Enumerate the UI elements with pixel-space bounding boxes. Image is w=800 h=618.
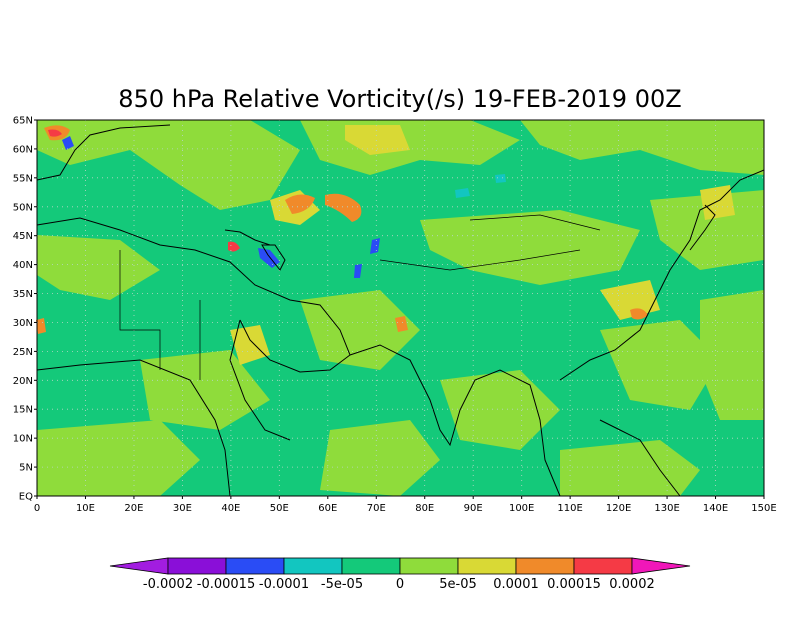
lon-tick-label: 60E <box>318 503 337 514</box>
caspian-sea <box>261 244 286 271</box>
map-frame <box>36 119 765 497</box>
yellow-patch-4 <box>230 325 270 365</box>
lon-tick-label: 150E <box>751 503 776 514</box>
colorbar-label: 0.0001 <box>493 577 539 592</box>
coast-philippines-indonesia <box>599 419 681 497</box>
cyan-blob-1 <box>495 174 506 183</box>
map-panel <box>36 119 765 497</box>
lat-tick-label: 15N <box>13 405 33 416</box>
lat-tick-label: EQ <box>19 492 33 503</box>
coast-africa <box>36 359 231 497</box>
colorbar-label: 0 <box>396 577 404 592</box>
lon-tick-label: 10E <box>76 503 95 514</box>
yellow-patch-3 <box>600 280 660 320</box>
lat-tick-label: 55N <box>13 173 33 184</box>
field-europe <box>37 120 300 210</box>
colorbar-label: -0.0001 <box>259 577 309 592</box>
lat-tick-label: 10N <box>13 434 33 445</box>
blue-streak-kazakh <box>354 264 362 278</box>
colorbar-swatch <box>457 557 517 575</box>
lat-tick-label: 45N <box>13 231 33 242</box>
colorbar-label: 0.00015 <box>547 577 601 592</box>
field-indian-ocean <box>320 420 440 496</box>
latitude-axis: EQ 5N 10N 15N 20N 25N 30N 35N 40N 45N 50N 55N 60N 65N <box>13 116 37 503</box>
orange-blob-china <box>630 308 648 320</box>
lat-tick-label: 60N <box>13 144 33 155</box>
colorbar-swatch <box>399 557 459 575</box>
blue-streak-aral <box>370 238 380 254</box>
colorbar-label: 5e-05 <box>439 577 477 592</box>
colorbar-swatch <box>341 557 401 575</box>
field-equatorial-africa <box>37 420 200 496</box>
coast-japan <box>689 204 716 251</box>
high-vorticity-fields <box>36 125 648 334</box>
lon-tick-label: 90E <box>464 503 483 514</box>
field-indonesia <box>560 440 700 496</box>
lon-tick-label: 100E <box>509 503 534 514</box>
colorbar-swatch <box>283 557 343 575</box>
orange-blob-africa <box>36 318 46 334</box>
country-borders <box>119 214 601 380</box>
orange-blob-pakistan <box>395 316 408 332</box>
coast-red-sea <box>229 319 291 441</box>
lon-tick-label: 30E <box>173 503 192 514</box>
lat-tick-label: 35N <box>13 289 33 300</box>
colorbar-label: -5e-05 <box>321 577 363 592</box>
colorbar-label: -0.00015 <box>197 577 255 592</box>
yellow-patch-1 <box>345 125 410 155</box>
lon-tick-label: 50E <box>270 503 289 514</box>
lon-tick-label: 130E <box>654 503 679 514</box>
map-grid <box>37 120 764 496</box>
coastlines <box>36 124 765 497</box>
lon-tick-label: 80E <box>415 503 434 514</box>
blue-blob-norway <box>62 136 74 150</box>
colorbar-max-arrow <box>631 557 691 575</box>
lon-tick-label: 20E <box>124 503 143 514</box>
lat-tick-label: 25N <box>13 347 33 358</box>
coast-india-se-asia <box>349 344 561 497</box>
cyan-blob-2 <box>455 188 470 198</box>
colorbar-swatch <box>167 557 227 575</box>
lon-tick-label: 120E <box>606 503 631 514</box>
colorbar-label: -0.0002 <box>143 577 193 592</box>
colorbar-min-arrow <box>109 557 169 575</box>
lon-tick-label: 40E <box>221 503 240 514</box>
lat-tick-label: 30N <box>13 318 33 329</box>
colorbar-swatch <box>225 557 285 575</box>
orange-blob-1 <box>285 194 315 214</box>
map-title: 850 hPa Relative Vorticity(/s) 19-FEB-20… <box>118 85 681 113</box>
field-north-africa <box>37 235 160 300</box>
red-blob-caucasus <box>228 241 240 252</box>
coast-med-arabia <box>36 217 351 373</box>
colorbar-label: 0.0002 <box>609 577 655 592</box>
field-pacific-north <box>650 190 764 270</box>
lat-tick-label: 40N <box>13 260 33 271</box>
field-sahel <box>140 350 270 430</box>
coast-black-sea <box>224 229 271 246</box>
field-south-china-sea <box>600 320 720 410</box>
field-siberia-east <box>520 120 764 175</box>
coast-east-asia <box>559 169 765 381</box>
colorbar-swatch <box>515 557 575 575</box>
yellow-vorticity-fields <box>230 125 735 365</box>
lat-tick-label: 5N <box>19 463 33 474</box>
colorbar-swatch <box>573 557 633 575</box>
lat-tick-label: 65N <box>13 116 33 127</box>
orange-streak <box>325 193 362 222</box>
lon-tick-label: 0 <box>34 503 40 514</box>
lat-tick-label: 50N <box>13 202 33 213</box>
lon-tick-label: 140E <box>703 503 728 514</box>
red-blob-norway <box>48 129 62 137</box>
lon-tick-label: 110E <box>557 503 582 514</box>
lat-tick-label: 20N <box>13 376 33 387</box>
longitude-axis: 0 10E 20E 30E 40E 50E 60E 70E 80E 90E 100E 110E 120E… <box>34 496 777 514</box>
coast-europe-north <box>36 124 171 181</box>
colorbar: -0.0002 -0.00015 -0.0001 -5e-05 0 5e-05 0.0001… <box>109 557 691 592</box>
lon-tick-label: 70E <box>367 503 386 514</box>
